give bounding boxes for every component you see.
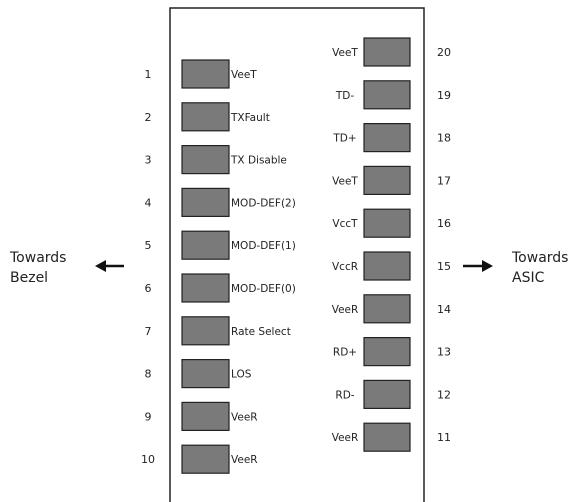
pin-number: 8 <box>145 368 152 381</box>
pin-label: RD- <box>335 389 354 401</box>
pin-number: 3 <box>145 154 152 167</box>
pin-pad <box>364 423 410 451</box>
pin-label: TD- <box>335 90 354 102</box>
pin-pad <box>182 445 229 473</box>
pin-number: 16 <box>437 217 451 230</box>
pin-pad <box>364 124 410 152</box>
pin-number: 12 <box>437 388 451 401</box>
towards-asic-indicator: Towards ASIC <box>463 250 568 286</box>
pin-number: 5 <box>145 239 152 252</box>
pin-label: VeeR <box>231 411 258 423</box>
towards-asic-label-line2: ASIC <box>512 270 545 286</box>
pin-number: 10 <box>141 453 155 466</box>
pin-7: 7 Rate Select <box>145 317 291 345</box>
pin-pad <box>182 402 229 430</box>
towards-bezel-label-line1: Towards <box>9 250 66 266</box>
pin-pad <box>364 81 410 109</box>
right-pin-column: VeeT 20 TD- 19 TD+ 18 VeeT 17 VccT 16 VccR 15 VeeR 14… <box>332 38 451 451</box>
pin-number: 6 <box>145 282 152 295</box>
pin-label: VeeR <box>332 304 359 316</box>
pin-pad <box>182 317 229 345</box>
pin-pad <box>364 252 410 280</box>
pin-number: 17 <box>437 174 451 187</box>
pin-5: 5 MOD-DEF(1) <box>145 231 296 259</box>
pin-number: 13 <box>437 346 451 359</box>
pin-18: TD+ 18 <box>332 124 451 152</box>
pin-label: MOD-DEF(2) <box>231 197 296 209</box>
pin-pad <box>364 38 410 66</box>
pin-1: 1 VeeT <box>145 60 258 88</box>
pin-pad <box>182 60 229 88</box>
pin-pad <box>364 338 410 366</box>
pin-label: VeeT <box>332 175 358 187</box>
pin-label: LOS <box>231 369 252 381</box>
towards-bezel-label-line2: Bezel <box>10 270 48 286</box>
pin-pad <box>364 380 410 408</box>
pin-number: 14 <box>437 303 451 316</box>
pin-label: MOD-DEF(1) <box>231 240 296 252</box>
pin-number: 2 <box>145 111 152 124</box>
pin-6: 6 MOD-DEF(0) <box>145 274 296 302</box>
pin-number: 4 <box>145 196 152 209</box>
pin-label: TX Disable <box>230 155 287 167</box>
pin-9: 9 VeeR <box>145 402 258 430</box>
pin-pad <box>182 360 229 388</box>
pin-number: 7 <box>145 325 152 338</box>
pin-pad <box>182 231 229 259</box>
pin-pad <box>182 274 229 302</box>
pin-pad <box>364 209 410 237</box>
pin-number: 18 <box>437 132 451 145</box>
pin-label: TD+ <box>332 133 356 145</box>
pin-3: 3 TX Disable <box>145 146 287 174</box>
pin-10: 10 VeeR <box>141 445 258 473</box>
pin-pad <box>364 295 410 323</box>
pin-12: RD- 12 <box>335 380 451 408</box>
pin-label: TXFault <box>230 112 270 124</box>
pin-number: 15 <box>437 260 451 273</box>
pin-number: 9 <box>145 410 152 423</box>
arrow-left-icon <box>95 260 124 272</box>
pin-pad <box>182 188 229 216</box>
pin-number: 1 <box>145 68 152 81</box>
towards-bezel-indicator: Towards Bezel <box>9 250 124 286</box>
pin-label: VccT <box>332 218 358 230</box>
pin-17: VeeT 17 <box>332 166 451 194</box>
pin-number: 11 <box>437 431 451 444</box>
pin-pad <box>364 166 410 194</box>
arrow-right-icon <box>463 260 493 272</box>
pin-2: 2 TXFault <box>145 103 270 131</box>
pin-number: 19 <box>437 89 451 102</box>
pin-label: RD+ <box>333 347 357 359</box>
left-pin-column: 1 VeeT 2 TXFault 3 TX Disable 4 MOD-DEF(2) 5 MOD-… <box>141 60 296 473</box>
pin-label: MOD-DEF(0) <box>231 283 296 295</box>
pin-label: VeeT <box>332 47 358 59</box>
pin-label: Rate Select <box>231 326 291 338</box>
pin-pad <box>182 146 229 174</box>
pin-14: VeeR 14 <box>332 295 451 323</box>
pin-8: 8 LOS <box>145 360 252 388</box>
pin-label: VeeR <box>231 454 258 466</box>
pin-4: 4 MOD-DEF(2) <box>145 188 296 216</box>
pin-16: VccT 16 <box>332 209 451 237</box>
pin-20: VeeT 20 <box>332 38 451 66</box>
pin-13: RD+ 13 <box>333 338 451 366</box>
pin-number: 20 <box>437 46 451 59</box>
pin-11: VeeR 11 <box>332 423 451 451</box>
pin-15: VccR 15 <box>332 252 451 280</box>
towards-asic-label-line1: Towards <box>511 250 568 266</box>
pin-pad <box>182 103 229 131</box>
pin-label: VeeT <box>231 69 257 81</box>
pin-label: VccR <box>332 261 358 273</box>
pin-label: VeeR <box>332 432 359 444</box>
pin-19: TD- 19 <box>335 81 451 109</box>
